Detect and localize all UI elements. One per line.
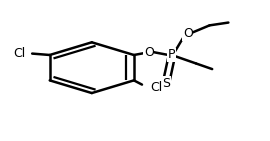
Text: Cl: Cl: [150, 81, 162, 94]
Text: O: O: [183, 27, 193, 40]
Text: P: P: [168, 49, 176, 61]
Text: S: S: [162, 77, 170, 90]
Text: Cl: Cl: [13, 47, 25, 60]
Text: O: O: [144, 46, 154, 59]
